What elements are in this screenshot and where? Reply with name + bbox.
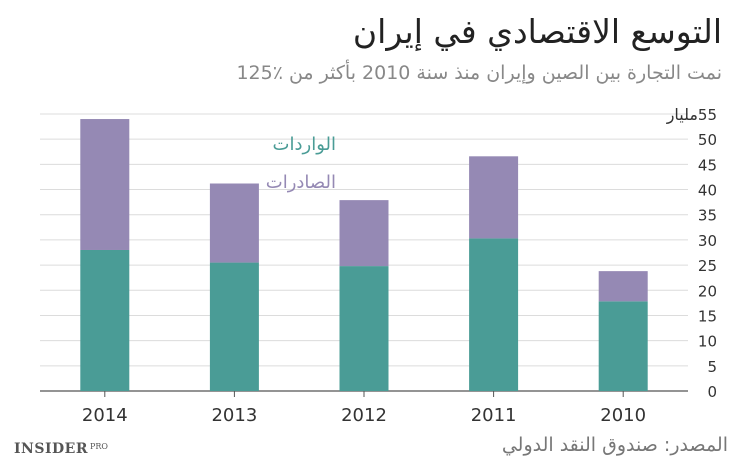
logo-text: INSIDER [14,441,88,457]
y-tick-label: 15 [698,307,717,325]
legend-exports: الصادرات [266,172,336,193]
y-tick-label: 40 [698,182,717,200]
bar-exports [80,119,130,250]
bar-imports [339,266,389,391]
bar-exports [209,183,259,263]
chart-subtitle: نمت التجارة بين الصين وإيران منذ سنة 201… [236,62,722,84]
bar-imports [469,238,519,391]
y-tick-label: 50 [698,131,717,149]
x-tick-label: 2010 [600,405,646,426]
bar-imports [598,301,648,391]
legend-imports: الواردات [273,134,336,155]
y-tick-label: 5 [707,358,717,376]
chart-title: التوسع الاقتصادي في إيران [352,12,722,51]
x-tick-label: 2014 [82,405,128,426]
bar-exports [598,271,648,302]
y-tick-label: 45 [698,156,717,174]
x-tick-label: 2013 [211,405,257,426]
y-tick-label: 20 [698,282,717,300]
y-tick-label: 55 [698,106,717,124]
y-tick-label: 10 [698,333,717,351]
y-axis-label: مليار [666,105,698,125]
y-tick-label: 35 [698,207,717,225]
bar-imports [80,249,130,391]
x-tick-label: 2011 [471,405,517,426]
y-tick-label: 0 [707,383,717,401]
bar-exports [339,200,389,267]
bar-exports [469,156,519,239]
logo-suffix: PRO [89,442,108,451]
x-tick-label: 2012 [341,405,387,426]
brand-logo: INSIDER PRO [14,441,108,457]
y-tick-label: 30 [698,232,717,250]
source-note: المصدر: صندوق النقد الدولي [501,434,728,456]
bar-imports [209,262,259,391]
y-tick-label: 25 [698,257,717,275]
